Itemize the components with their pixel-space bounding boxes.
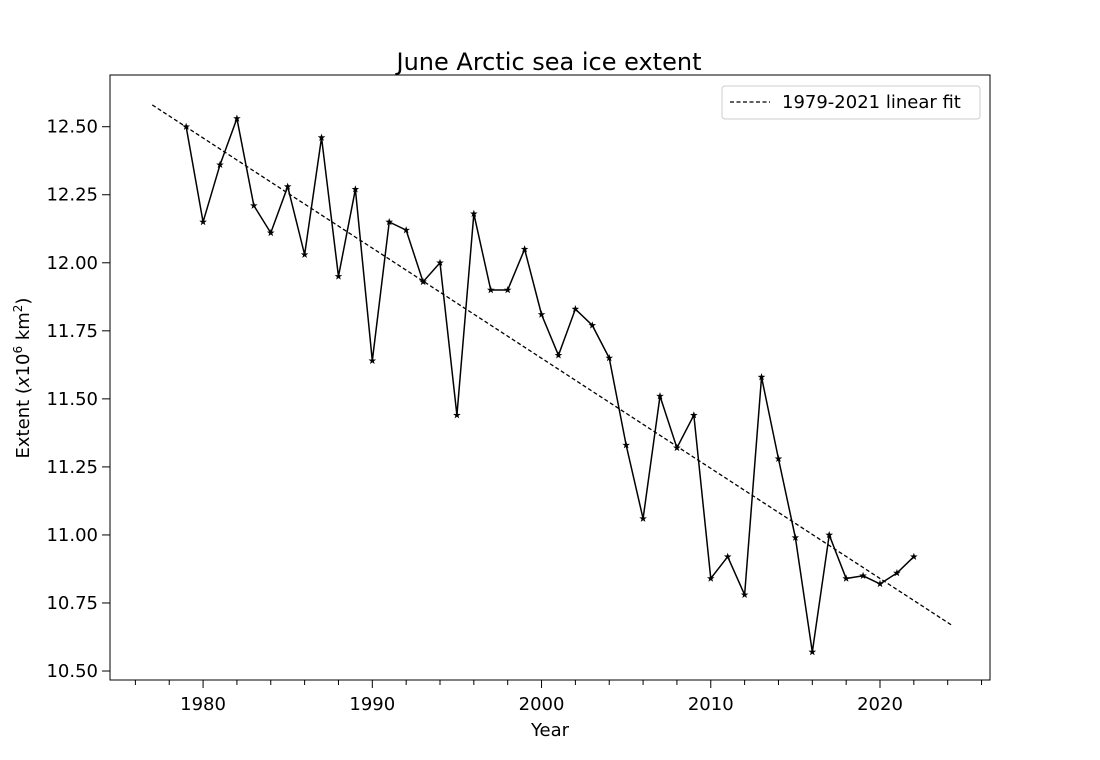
data-point-2007 [656, 392, 664, 400]
data-point-2006 [639, 514, 647, 522]
legend: 1979-2021 linear fit [721, 85, 981, 120]
chart-title: June Arctic sea ice extent [395, 48, 702, 76]
data-point-1987 [317, 133, 326, 141]
y-tick-label-12.25: 12.25 [46, 185, 98, 206]
data-point-1988 [334, 272, 343, 280]
data-point-2013 [757, 373, 766, 381]
data-point-1994 [436, 258, 444, 267]
x-axis-label: Year [530, 720, 570, 741]
data-point-1984 [266, 228, 275, 237]
x-tick-label-2000: 2000 [519, 694, 565, 715]
y-axis-label: Extent (x106 km2) [11, 298, 34, 459]
y-tick-label-10.75: 10.75 [46, 593, 98, 614]
data-point-1997 [486, 286, 495, 294]
data-point-1985 [283, 182, 292, 190]
y-tick-label-11.25: 11.25 [46, 457, 98, 478]
data-point-1992 [402, 226, 410, 234]
data-point-1986 [300, 250, 309, 258]
data-point-1993 [419, 277, 427, 286]
data-point-2016 [808, 647, 817, 656]
x-tick-label-2020: 2020 [857, 694, 903, 715]
series-extent-line [185, 115, 915, 653]
y-tick-label-11.5: 11.50 [46, 389, 98, 410]
data-point-2004 [605, 354, 614, 362]
data-point-1982 [233, 114, 241, 122]
data-point-2000 [537, 310, 546, 318]
data-point-2003 [588, 321, 597, 329]
data-point-2022 [910, 552, 918, 560]
legend-label-linear-fit: 1979-2021 linear fit [782, 92, 961, 113]
data-point-1999 [520, 245, 529, 253]
data-point-1996 [470, 209, 478, 218]
data-point-2021 [893, 569, 901, 577]
data-point-1983 [250, 201, 258, 209]
y-tick-label-10.5: 10.50 [46, 661, 98, 682]
data-point-2008 [673, 443, 681, 452]
data-point-2018 [842, 574, 850, 582]
data-point-1991 [385, 217, 394, 226]
data-point-1980 [199, 217, 207, 226]
data-point-2011 [723, 552, 732, 560]
data-point-1995 [453, 411, 461, 419]
data-point-2015 [791, 533, 800, 541]
data-point-2020 [876, 579, 884, 588]
x-tick-label-2010: 2010 [688, 694, 734, 715]
x-tick-label-1980: 1980 [180, 694, 226, 715]
y-tick-label-11.75: 11.75 [46, 321, 98, 342]
data-point-2012 [740, 590, 749, 599]
data-point-2001 [554, 351, 563, 359]
data-point-1989 [351, 185, 360, 193]
y-tick-label-12.5: 12.50 [46, 117, 98, 138]
data-point-1998 [503, 286, 512, 294]
data-point-1979 [182, 122, 190, 130]
y-tick-label-12: 12.00 [46, 253, 98, 274]
data-point-1981 [216, 160, 224, 169]
data-point-2009 [690, 411, 698, 419]
plot-frame [109, 74, 991, 681]
series-linear-fit-line [151, 104, 952, 626]
data-point-1990 [368, 356, 377, 364]
y-tick-label-11: 11.00 [46, 525, 98, 546]
data-point-2019 [859, 571, 867, 579]
legend-box [721, 85, 981, 120]
x-tick-label-1990: 1990 [349, 694, 395, 715]
data-point-2005 [622, 441, 630, 449]
data-point-2010 [706, 574, 715, 582]
data-point-2014 [774, 454, 783, 462]
data-point-2002 [571, 305, 580, 313]
data-point-2017 [825, 530, 834, 539]
